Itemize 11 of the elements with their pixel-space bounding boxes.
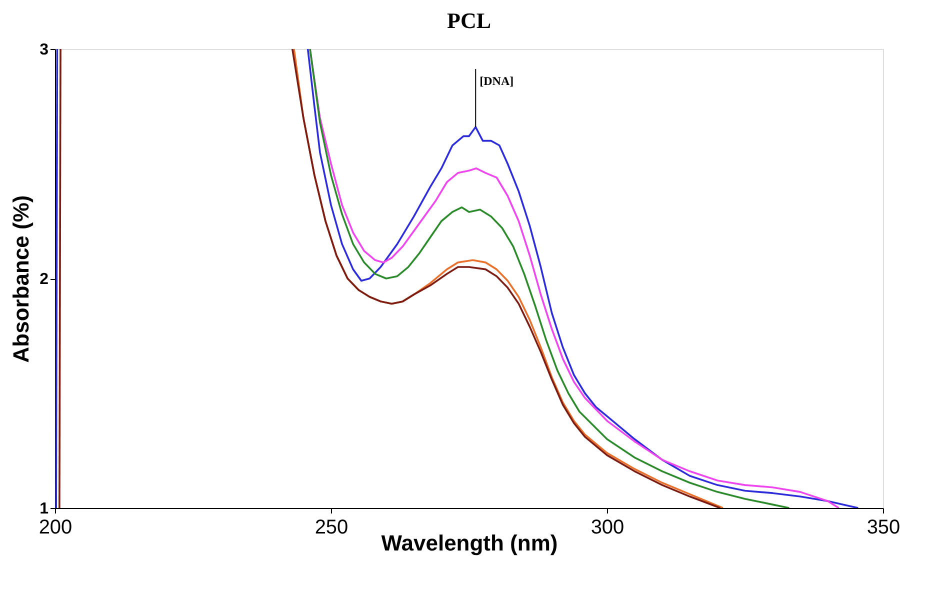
y-axis-title: Absorbance (%) bbox=[8, 195, 34, 363]
x-tick-label: 250 bbox=[314, 516, 348, 538]
x-tick-label: 300 bbox=[590, 516, 624, 538]
annotation: [DNA] bbox=[480, 74, 514, 88]
chart-title: PCL bbox=[447, 8, 491, 33]
x-axis-title: Wavelength (nm) bbox=[381, 530, 558, 556]
y-tick-label: 2 bbox=[40, 271, 49, 288]
x-tick-label: 350 bbox=[866, 516, 900, 538]
y-tick-label: 1 bbox=[40, 500, 49, 518]
y-tick-label: 3 bbox=[40, 42, 49, 58]
x-tick-label: 200 bbox=[38, 516, 72, 538]
